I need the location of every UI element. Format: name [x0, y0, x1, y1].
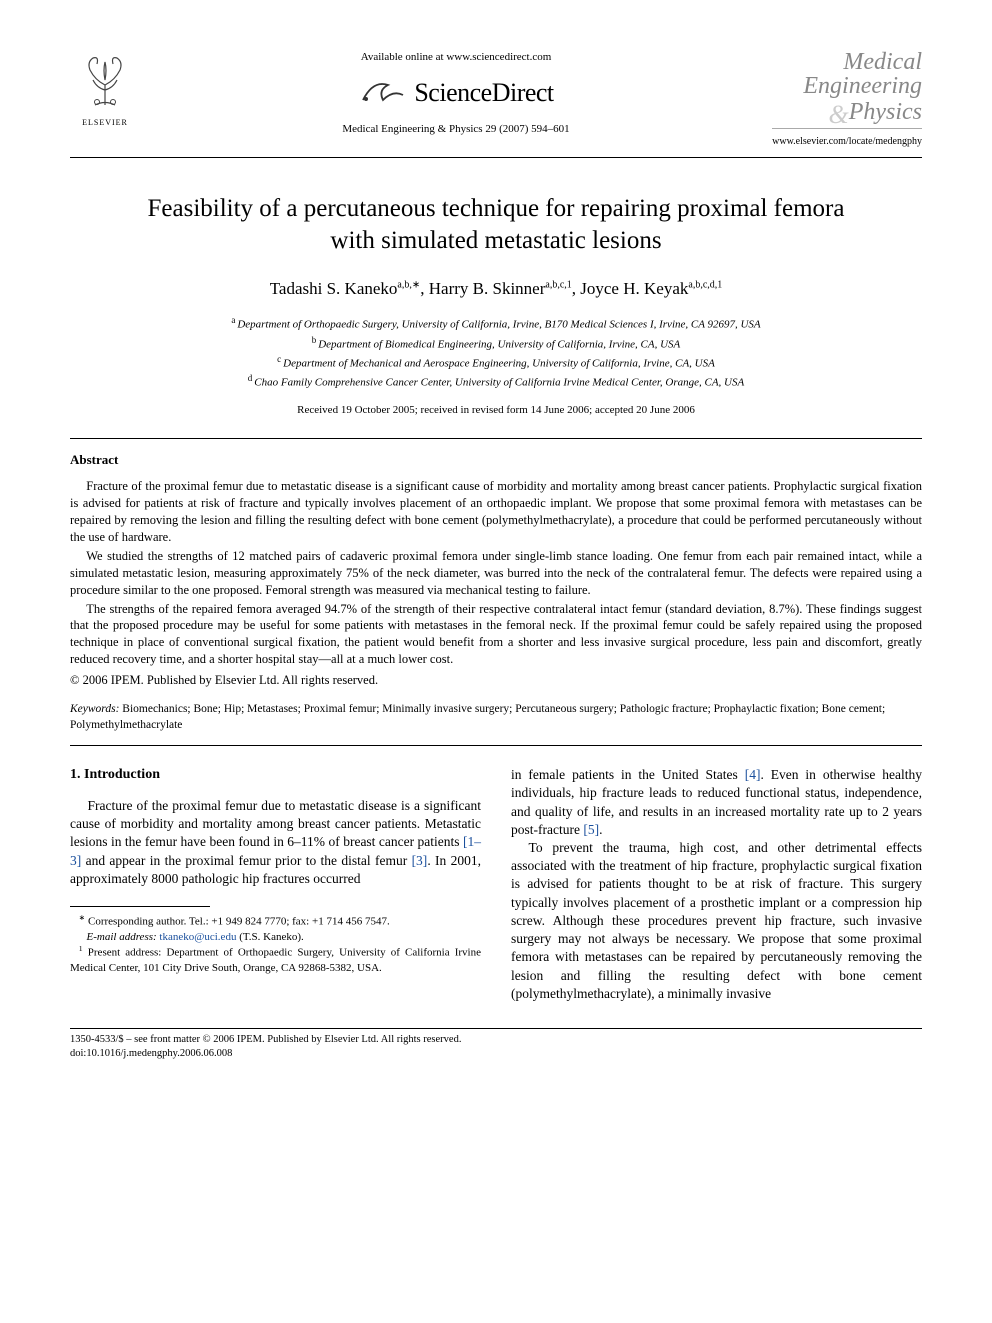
corr-text: Corresponding author. Tel.: +1 949 824 7… [88, 916, 390, 928]
email-tail: (T.S. Kaneko). [236, 931, 303, 943]
header-top-row: ELSEVIER Available online at www.science… [70, 50, 922, 158]
col2-text-a: in female patients in the United States [511, 767, 745, 782]
col1-text-b: and appear in the proximal femur prior t… [81, 853, 411, 868]
corr-marker: ∗ [79, 913, 85, 922]
affiliation-b: bDepartment of Biomedical Engineering, U… [70, 334, 922, 353]
affiliations: aDepartment of Orthopaedic Surgery, Univ… [70, 314, 922, 391]
sciencedirect-logo: ScienceDirect [160, 75, 752, 110]
affiliation-d: dChao Family Comprehensive Cancer Center… [70, 372, 922, 391]
affiliation-d-text: Chao Family Comprehensive Cancer Center,… [254, 377, 744, 389]
sciencedirect-text: ScienceDirect [414, 75, 553, 110]
present-marker: 1 [79, 944, 83, 953]
affiliation-c: cDepartment of Mechanical and Aerospace … [70, 353, 922, 372]
authors-line: Tadashi S. Kanekoa,b,∗, Harry B. Skinner… [70, 278, 922, 301]
author-2-sup: a,b,c,1 [545, 279, 571, 290]
journal-logo-line1: Medical [772, 50, 922, 74]
abstract-heading: Abstract [70, 451, 922, 469]
intro-paragraph-left: Fracture of the proximal femur due to me… [70, 797, 481, 888]
elsevier-tree-icon [75, 50, 135, 110]
author-3: Joyce H. Keyak [580, 279, 688, 298]
available-online-text: Available online at www.sciencedirect.co… [160, 50, 752, 65]
email-link[interactable]: tkaneko@uci.edu [159, 931, 236, 943]
footnote-rule [70, 906, 210, 907]
ref-link-4[interactable]: [4] [745, 767, 761, 782]
journal-cover-logo: Medical Engineering &Physics www.elsevie… [772, 50, 922, 149]
body-columns: 1. Introduction Fracture of the proximal… [70, 766, 922, 1003]
keywords-label: Keywords: [70, 703, 119, 715]
ref-link-3[interactable]: [3] [412, 853, 428, 868]
column-left: 1. Introduction Fracture of the proximal… [70, 766, 481, 1003]
section-1-heading: 1. Introduction [70, 766, 481, 785]
elsevier-label: ELSEVIER [70, 118, 140, 129]
sd-swoosh-icon [358, 75, 408, 110]
intro-paragraph-2: To prevent the trauma, high cost, and ot… [511, 839, 922, 1003]
page-footer: 1350-4533/$ – see front matter © 2006 IP… [70, 1033, 922, 1060]
col2-text-c: . [599, 822, 602, 837]
affiliation-c-text: Department of Mechanical and Aerospace E… [283, 357, 715, 369]
article-title: Feasibility of a percutaneous technique … [130, 193, 862, 258]
footer-line2: doi:10.1016/j.medengphy.2006.06.008 [70, 1047, 922, 1061]
footer-line1: 1350-4533/$ – see front matter © 2006 IP… [70, 1033, 922, 1047]
sciencedirect-block: Available online at www.sciencedirect.co… [140, 50, 772, 137]
abstract-p1: Fracture of the proximal femur due to me… [70, 478, 922, 546]
elsevier-logo: ELSEVIER [70, 50, 140, 129]
ref-link-5[interactable]: [5] [583, 822, 599, 837]
keywords-block: Keywords: Biomechanics; Bone; Hip; Metas… [70, 701, 922, 733]
author-3-sup: a,b,c,d,1 [688, 279, 722, 290]
journal-reference: Medical Engineering & Physics 29 (2007) … [160, 122, 752, 137]
keywords-text: Biomechanics; Bone; Hip; Metastases; Pro… [70, 703, 885, 731]
footnote-corresponding: ∗ Corresponding author. Tel.: +1 949 824… [70, 913, 481, 930]
email-label: E-mail address: [87, 931, 157, 943]
journal-url: www.elsevier.com/locate/medengphy [772, 135, 922, 149]
journal-header: ELSEVIER Available online at www.science… [70, 50, 922, 158]
affiliation-b-text: Department of Biomedical Engineering, Un… [318, 338, 680, 350]
journal-logo-line3-text: Physics [849, 99, 922, 125]
abstract-p2: We studied the strengths of 12 matched p… [70, 548, 922, 599]
author-2: Harry B. Skinner [429, 279, 546, 298]
footnote-email: E-mail address: tkaneko@uci.edu (T.S. Ka… [70, 930, 481, 945]
abstract-copyright: © 2006 IPEM. Published by Elsevier Ltd. … [70, 672, 922, 689]
footer-rule [70, 1028, 922, 1029]
author-1: Tadashi S. Kaneko [270, 279, 398, 298]
author-1-sup: a,b,∗ [397, 279, 420, 290]
footnotes: ∗ Corresponding author. Tel.: +1 949 824… [70, 913, 481, 976]
divider-rule-2 [70, 745, 922, 746]
intro-paragraph-right-continuation: in female patients in the United States … [511, 766, 922, 839]
article-dates: Received 19 October 2005; received in re… [70, 403, 922, 418]
divider-rule [70, 438, 922, 439]
affiliation-a-text: Department of Orthopaedic Surgery, Unive… [237, 319, 760, 331]
affiliation-a: aDepartment of Orthopaedic Surgery, Univ… [70, 314, 922, 333]
abstract-p3: The strengths of the repaired femora ave… [70, 601, 922, 669]
journal-logo-line2: Engineering [772, 74, 922, 98]
journal-logo-line3: &Physics [772, 98, 922, 129]
abstract-section: Abstract Fracture of the proximal femur … [70, 451, 922, 689]
column-right: in female patients in the United States … [511, 766, 922, 1003]
footnote-present-address: 1 Present address: Department of Orthopa… [70, 944, 481, 975]
present-text: Present address: Department of Orthopaed… [70, 947, 481, 974]
col1-text-a: Fracture of the proximal femur due to me… [70, 798, 481, 849]
